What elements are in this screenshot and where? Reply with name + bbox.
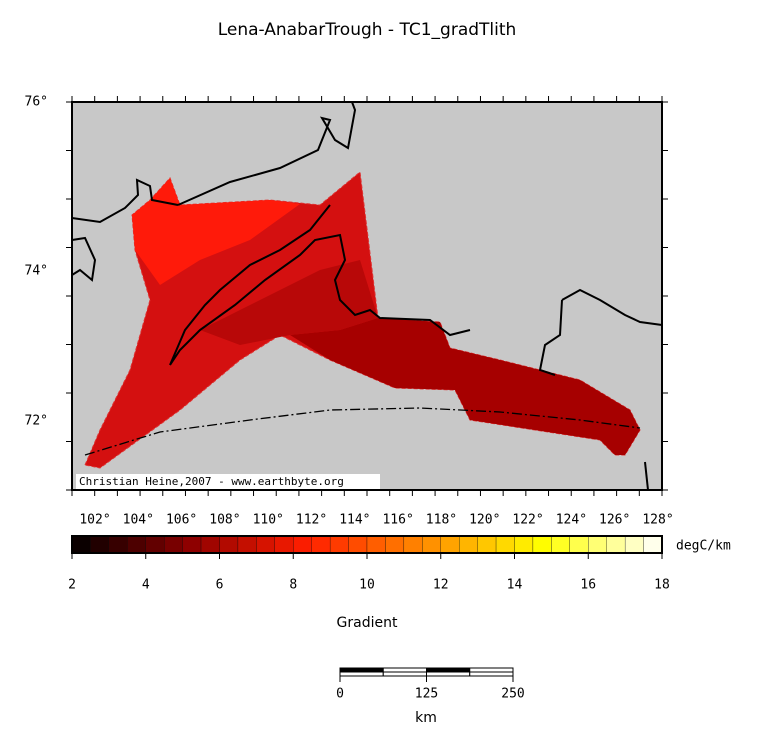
lon-label: 124°: [556, 513, 587, 528]
colorbar-swatch: [108, 535, 128, 554]
lon-label: 116°: [382, 513, 413, 528]
gradient-mid: [200, 260, 378, 345]
lon-label: 118°: [426, 513, 457, 528]
lon-label: 114°: [339, 513, 370, 528]
lon-label: 102°: [79, 513, 110, 528]
colorbar-swatch: [532, 535, 552, 554]
lon-label: 120°: [469, 513, 500, 528]
scale-segment: [426, 671, 471, 677]
scale-segment: [382, 667, 427, 673]
colorbar-swatch: [219, 535, 239, 554]
colorbar-swatch: [477, 535, 497, 554]
lon-label: 122°: [512, 513, 543, 528]
scale-bar: 0 125 250: [336, 667, 525, 702]
lat-label: 76°: [25, 95, 48, 110]
map: Christian Heine,2007 - www.earthbyte.org…: [25, 95, 668, 496]
lon-label: 106°: [166, 513, 197, 528]
credit: Christian Heine,2007 - www.earthbyte.org: [79, 475, 344, 488]
colorbar-swatch: [293, 535, 312, 554]
gradient-low: [290, 318, 640, 455]
scale-segment: [339, 671, 384, 677]
colorbar-swatch: [237, 535, 257, 554]
colorbar-swatch: [588, 535, 607, 554]
coastline: [71, 101, 663, 491]
colorbar-label: Gradient: [337, 615, 398, 631]
colorbar-swatch: [200, 535, 220, 554]
colorbar-swatch: [256, 535, 275, 554]
colorbar-swatch: [311, 535, 331, 554]
colorbar-tick-label: 4: [142, 578, 150, 593]
colorbar-swatch: [274, 535, 294, 554]
colorbar-tick-label: 10: [359, 578, 375, 593]
lat-label: 74°: [25, 264, 48, 279]
colorbar-swatch: [569, 535, 589, 554]
scale-segment: [469, 667, 514, 673]
colorbar-swatch: [514, 535, 534, 554]
scale-segment: [469, 671, 514, 677]
colorbar-swatch: [403, 535, 423, 554]
colorbar-swatch: [459, 535, 478, 554]
boundary-line: [84, 407, 641, 456]
lat-label: 72°: [25, 414, 48, 429]
lon-label: 126°: [599, 513, 630, 528]
colorbar-tick-label: 8: [289, 578, 297, 593]
colorbar-swatch: [440, 535, 460, 554]
colorbar-swatch: [182, 535, 202, 554]
lon-label: 110°: [253, 513, 284, 528]
colorbar-tick-label: 16: [580, 578, 596, 593]
colorbar-tick-label: 18: [654, 578, 670, 593]
colorbar-swatch: [90, 535, 110, 554]
colorbar-tick-label: 6: [216, 578, 224, 593]
colorbar-swatch: [606, 535, 626, 554]
scale-tick-label: 0: [336, 687, 344, 702]
colorbar-swatch: [366, 535, 386, 554]
colorbar-swatch: [71, 535, 91, 554]
colorbar-swatch: [329, 535, 349, 554]
colorbar-swatch: [164, 535, 183, 554]
scale-segment: [339, 667, 384, 673]
scale-segment: [382, 671, 427, 677]
scale-tick-label: 125: [415, 687, 438, 702]
colorbar-swatch: [624, 535, 644, 554]
colorbar-unit: degC/km: [676, 539, 731, 554]
colorbar-swatch: [127, 535, 146, 554]
title: Lena-AnabarTrough - TC1_gradTlith: [218, 20, 517, 40]
lon-labels: 102° 104° 106° 108° 110° 112° 114° 116° 118° 120°…: [79, 513, 673, 528]
credit-box: [76, 474, 380, 489]
colorbar-swatch: [145, 535, 165, 554]
colorbar-tick-label: 14: [507, 578, 523, 593]
lon-label: 108°: [209, 513, 240, 528]
colorbar-swatch: [551, 535, 570, 554]
colorbar-swatch: [643, 535, 663, 554]
scale-unit: km: [415, 710, 437, 726]
colorbar-tick-label: 2: [68, 578, 76, 593]
scale-segment: [426, 667, 471, 673]
lon-label: 128°: [642, 513, 673, 528]
colorbar-swatch: [385, 535, 405, 554]
colorbar-tick-label: 12: [433, 578, 449, 593]
colorbar: 2 4 6 8 10 12 14 16 18: [68, 535, 670, 593]
colorbar-swatch: [348, 535, 368, 554]
colorbar-swatch: [422, 535, 441, 554]
lon-label: 104°: [123, 513, 154, 528]
colorbar-swatch: [495, 535, 515, 554]
scale-tick-label: 250: [501, 687, 524, 702]
lon-label: 112°: [296, 513, 327, 528]
